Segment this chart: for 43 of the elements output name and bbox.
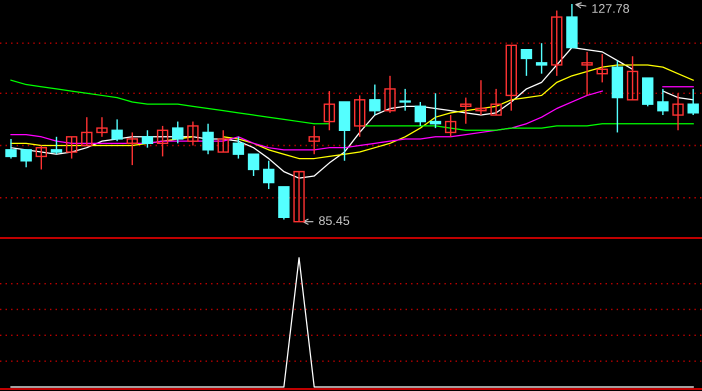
candlestick	[187, 120, 199, 146]
candlestick	[657, 88, 669, 116]
candlestick	[444, 114, 456, 138]
candlestick	[111, 118, 123, 142]
candlestick	[414, 101, 426, 127]
candlestick	[536, 42, 548, 74]
candlestick	[81, 116, 92, 146]
candlestick	[551, 10, 562, 77]
candlestick	[506, 44, 517, 112]
candlestick	[626, 56, 638, 100]
candlestick	[672, 92, 684, 131]
candlestick	[50, 136, 62, 155]
candlestick	[126, 132, 138, 166]
candlestick	[354, 94, 366, 138]
candlestick	[384, 75, 396, 114]
candlestick	[36, 144, 48, 170]
candlestick	[308, 125, 320, 155]
candlestick	[399, 88, 411, 112]
candlestick	[293, 170, 305, 222]
candlestick	[460, 96, 472, 124]
candlestick	[324, 90, 336, 131]
candlestick	[430, 92, 442, 129]
candlestick	[688, 88, 699, 116]
candlestick	[263, 160, 274, 190]
candlestick	[5, 138, 17, 160]
candlestick	[232, 136, 244, 160]
candlestick	[369, 84, 381, 116]
candlestick	[142, 130, 154, 148]
candlestick	[156, 125, 168, 158]
annotation: 85.45	[319, 216, 350, 226]
candlestick	[172, 120, 184, 144]
candlestick	[96, 116, 108, 138]
candlestick	[248, 154, 260, 177]
candlestick	[475, 80, 487, 116]
candlestick	[218, 130, 229, 153]
candlestick	[596, 53, 608, 84]
candlestick	[20, 149, 32, 168]
candlestick	[202, 123, 214, 155]
candlestick	[66, 136, 78, 160]
annotation: 127.78	[592, 4, 630, 13]
candlestick	[490, 88, 502, 116]
candlestick	[520, 49, 532, 77]
candlestick	[581, 51, 593, 96]
